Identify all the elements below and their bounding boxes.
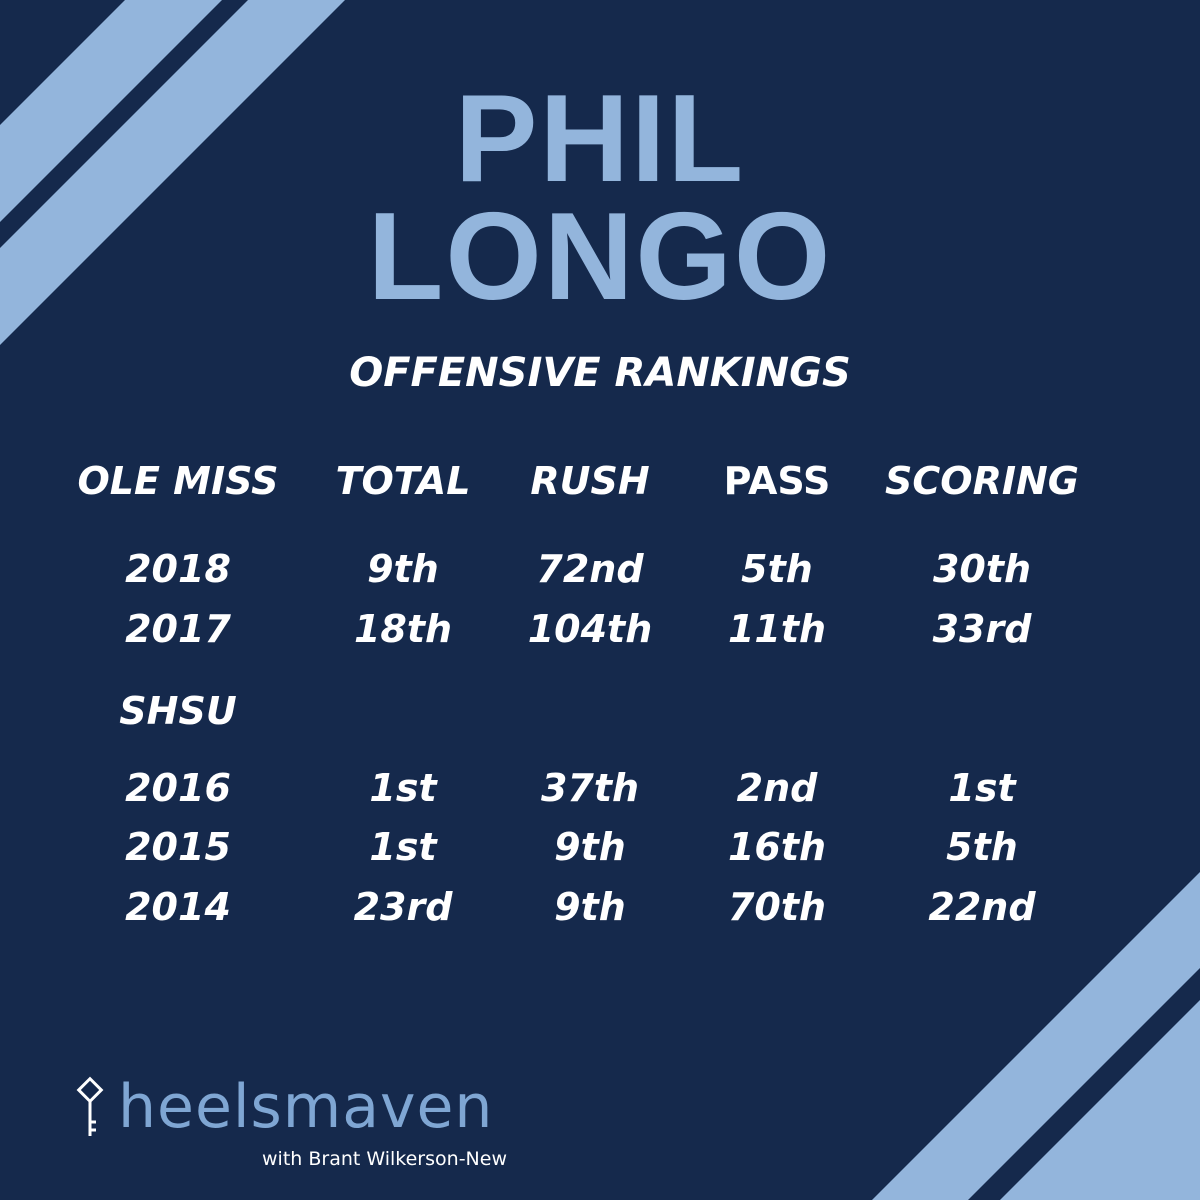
year-cell: 2017 <box>125 607 231 651</box>
rank-cell: 18th <box>353 607 453 651</box>
year-cell: 2014 <box>125 885 231 929</box>
rank-cell: 9th <box>554 885 626 929</box>
rank-cell: 70th <box>727 885 827 929</box>
year-cell: 2016 <box>125 766 231 810</box>
rank-cell: 1st <box>948 766 1016 810</box>
rank-cell: 1st <box>369 825 437 869</box>
rank-cell: 22nd <box>928 885 1036 929</box>
rank-cell: 72nd <box>536 547 644 591</box>
header-cell: OLE MISS <box>77 459 279 503</box>
rank-cell: 33rd <box>932 607 1032 651</box>
subtitle: OFFENSIVE RANKINGS <box>349 350 851 396</box>
rank-cell: 9th <box>554 825 626 869</box>
logo-tagline: with Brant Wilkerson-New <box>262 1148 507 1170</box>
rank-cell: 11th <box>727 607 827 651</box>
header-cell: PASS <box>723 459 831 503</box>
stripe <box>0 0 345 345</box>
title-line: LONGO <box>367 188 833 326</box>
rank-cell: 16th <box>727 825 827 869</box>
stripe <box>1000 1000 1200 1200</box>
header-cell: SCORING <box>885 459 1079 503</box>
rank-cell: 2nd <box>736 766 818 810</box>
rank-cell: 23rd <box>353 885 453 929</box>
title-line: PHIL <box>454 70 746 208</box>
rank-cell: 104th <box>527 607 653 651</box>
logo-name: heelsmaven <box>118 1072 494 1142</box>
rank-cell: 37th <box>540 766 640 810</box>
rank-cell: 5th <box>946 825 1018 869</box>
header-cell: TOTAL <box>335 459 471 503</box>
group-label: SHSU <box>119 689 237 733</box>
rank-cell: 1st <box>369 766 437 810</box>
rank-cell: 9th <box>367 547 439 591</box>
year-cell: 2018 <box>125 547 231 591</box>
header-cell: RUSH <box>530 459 650 503</box>
rank-cell: 5th <box>741 547 813 591</box>
rank-cell: 30th <box>932 547 1032 591</box>
stripe <box>872 872 1200 1200</box>
key-icon <box>76 1076 104 1136</box>
year-cell: 2015 <box>125 825 231 869</box>
stripe <box>0 0 222 222</box>
